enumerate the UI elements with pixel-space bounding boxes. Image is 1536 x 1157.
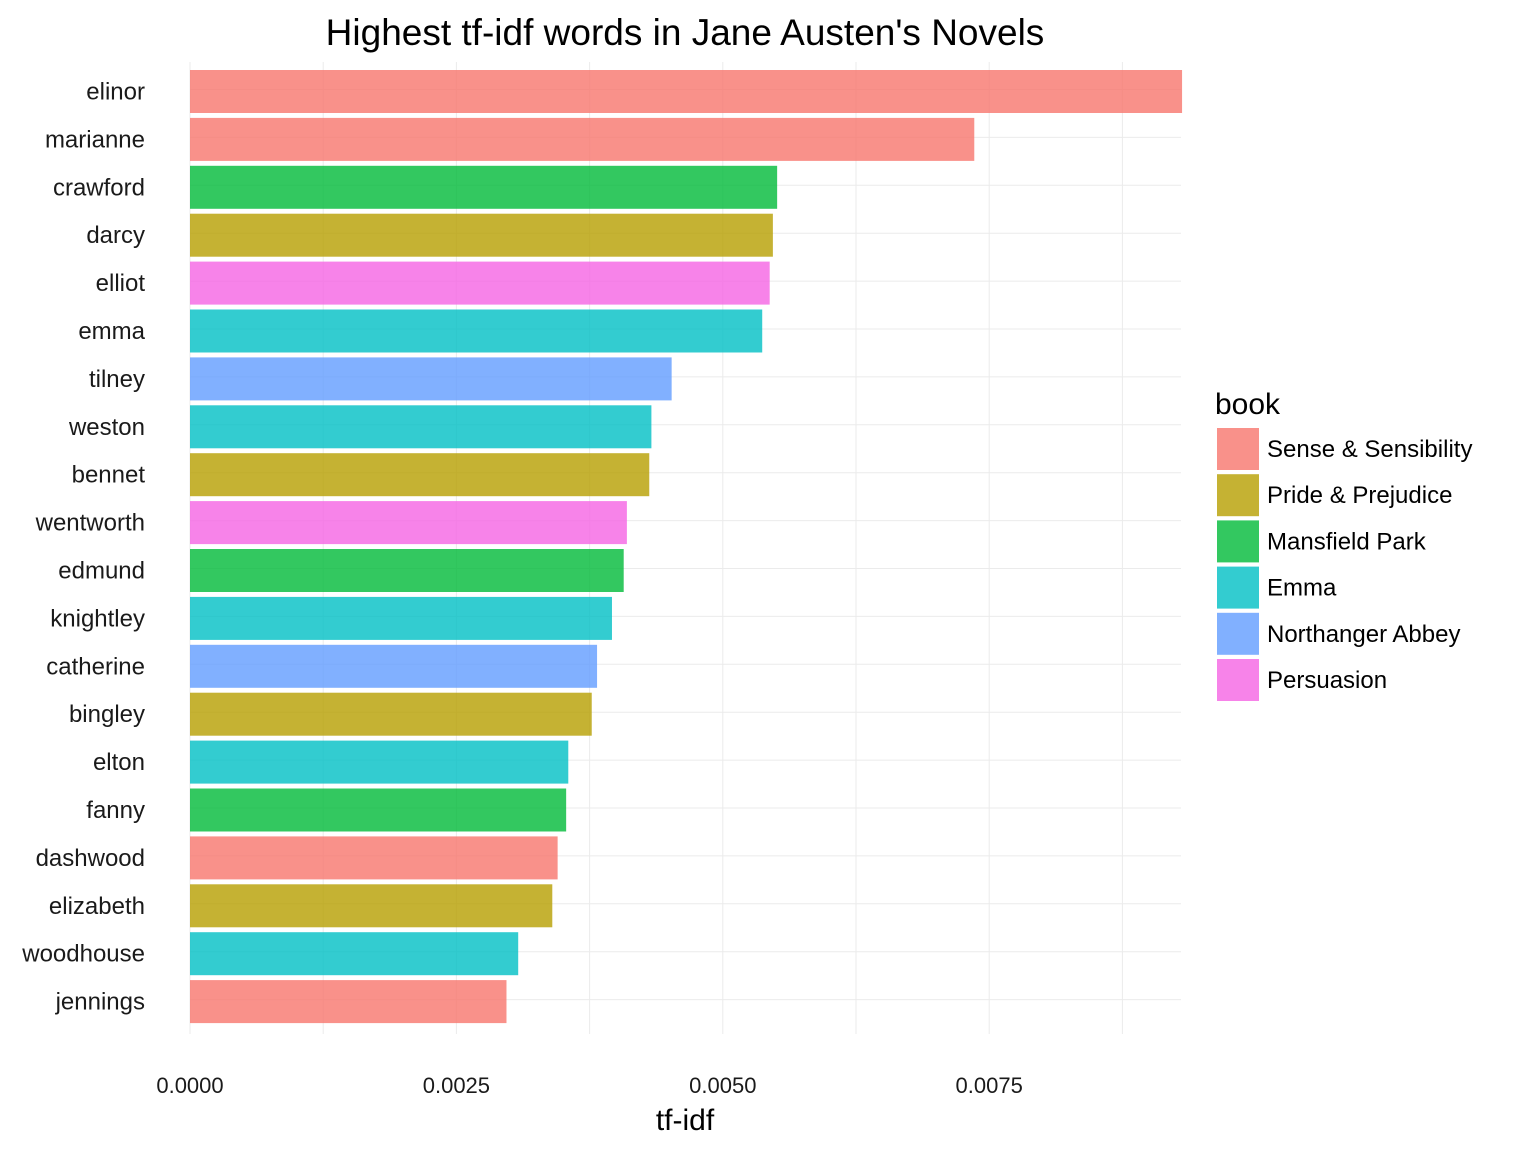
bar-weston [190, 405, 652, 449]
bar-bingley [190, 692, 592, 736]
bar-edmund [190, 549, 624, 592]
y-axis-ticks: elinor marianne crawford darcy elliot emma til… [21, 79, 145, 1016]
y-tick-label: wentworth [35, 510, 145, 537]
bar-fanny [190, 788, 567, 832]
y-tick-label: crawford [53, 174, 145, 201]
x-tick-label: 0.0050 [689, 1073, 756, 1098]
legend-label: Northanger Abbey [1267, 621, 1460, 648]
y-tick-label: elliot [96, 270, 146, 297]
y-tick-label: knightley [50, 605, 145, 632]
y-tick-label: dashwood [36, 845, 145, 872]
x-tick-label: 0.0075 [956, 1073, 1023, 1098]
bar-elton [190, 740, 569, 784]
legend-swatch [1217, 474, 1259, 517]
legend-swatch [1217, 520, 1259, 563]
legend-swatch [1217, 659, 1259, 701]
x-tick-label: 0.0000 [156, 1073, 223, 1098]
bar-dashwood [190, 836, 558, 880]
y-tick-label: edmund [58, 558, 145, 585]
bar-marianne [190, 117, 975, 161]
y-tick-label: bingley [69, 701, 145, 728]
y-tick-label: emma [78, 318, 145, 345]
chart-title: Highest tf-idf words in Jane Austen's No… [326, 12, 1045, 53]
y-tick-label: elinor [86, 79, 145, 106]
y-tick-label: jennings [55, 989, 145, 1016]
bar-elizabeth [190, 884, 553, 928]
y-tick-label: bennet [72, 462, 146, 489]
y-tick-label: catherine [46, 653, 145, 680]
legend-swatch [1217, 612, 1259, 655]
bar-bennet [190, 453, 650, 497]
bar-wentworth [190, 501, 627, 545]
y-tick-label: elton [93, 749, 145, 776]
legend-label: Pride & Prejudice [1267, 482, 1452, 509]
y-tick-label: woodhouse [21, 941, 145, 968]
x-axis-label: tf-idf [656, 1104, 715, 1137]
y-tick-label: darcy [86, 222, 145, 249]
bar-elinor [190, 70, 1183, 113]
bar-elliot [190, 261, 770, 305]
bar-tilney [190, 357, 672, 401]
bar-woodhouse [190, 932, 519, 976]
bar-emma [190, 309, 763, 353]
bar-jennings [190, 980, 507, 1024]
bar-crawford [190, 165, 778, 209]
legend-label: Persuasion [1267, 667, 1387, 694]
bar-knightley [190, 596, 612, 640]
y-tick-label: marianne [45, 126, 145, 153]
legend-label: Sense & Sensibility [1267, 436, 1472, 463]
legend-title: book [1215, 388, 1281, 421]
legend: book Sense & Sensibility Pride & Prejudic… [1215, 388, 1472, 701]
legend-swatch [1217, 566, 1259, 609]
bar-catherine [190, 644, 598, 688]
bar-darcy [190, 213, 773, 257]
y-tick-label: tilney [89, 366, 145, 393]
x-tick-label: 0.0025 [423, 1073, 490, 1098]
bars [190, 70, 1183, 1024]
y-tick-label: fanny [86, 797, 145, 824]
legend-swatch [1217, 428, 1259, 470]
x-axis-ticks: 0.0000 0.0025 0.0050 0.0075 [156, 1073, 1022, 1098]
legend-label: Emma [1267, 575, 1337, 602]
legend-label: Mansfield Park [1267, 528, 1427, 555]
y-tick-label: weston [68, 414, 145, 441]
y-tick-label: elizabeth [49, 893, 145, 920]
